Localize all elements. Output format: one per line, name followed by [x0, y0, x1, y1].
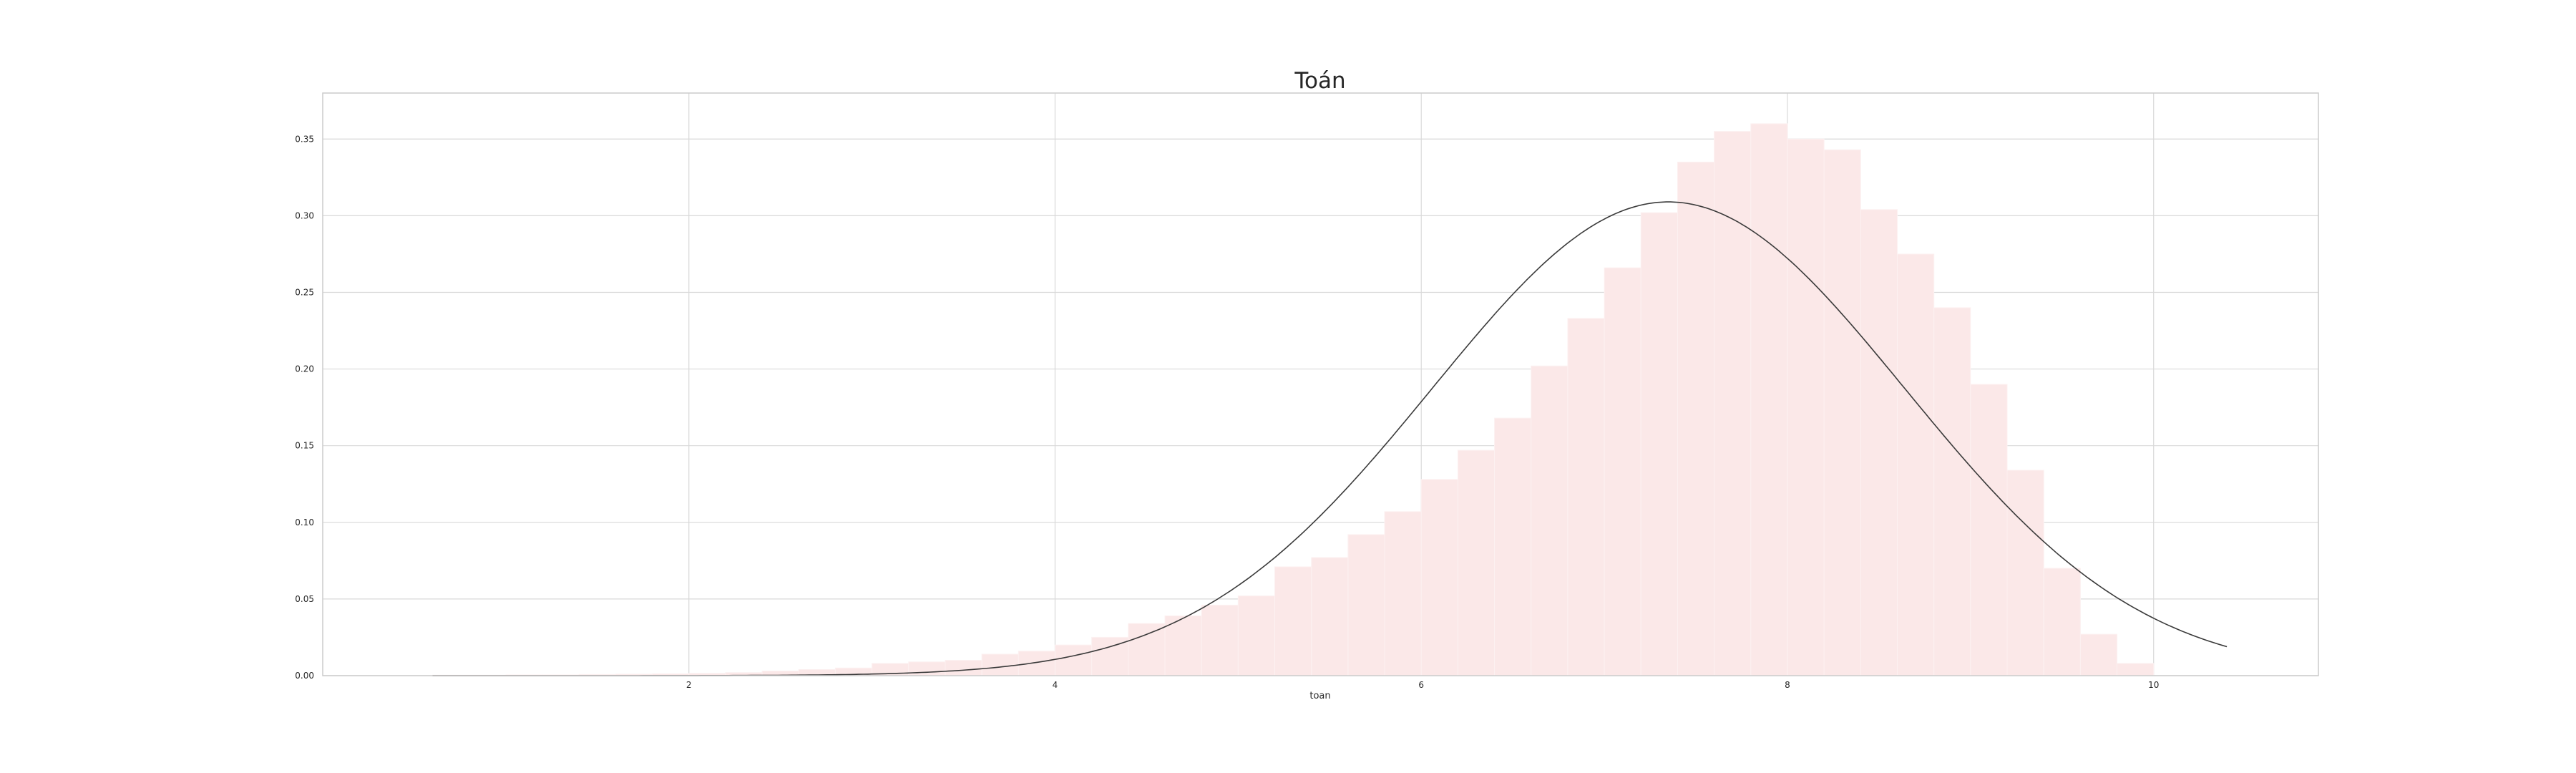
- y-tick-labels: 0.00 0.05 0.10 0.15 0.20 0.25 0.30 0.35: [295, 134, 314, 681]
- chart-title: Toán: [1294, 68, 1345, 94]
- x-tick-labels: 2 4 6 8 10: [686, 680, 2159, 690]
- histogram-bar: [1823, 149, 1861, 676]
- histogram-bar: [1201, 604, 1239, 676]
- y-tick-label: 0.10: [295, 517, 314, 528]
- x-tick-label: 8: [1785, 680, 1790, 690]
- histogram-bar: [1750, 123, 1788, 676]
- y-tick-label: 0.15: [295, 441, 314, 451]
- x-axis-label: toan: [1309, 691, 1330, 701]
- histogram-bar: [1384, 511, 1422, 676]
- histogram-bars: [432, 123, 2155, 676]
- histogram-bar: [1567, 318, 1605, 676]
- histogram-bar: [1054, 644, 1093, 676]
- histogram-bar: [1677, 161, 1715, 676]
- histogram-bar: [1420, 479, 1458, 676]
- histogram-bar: [1896, 253, 1935, 676]
- histogram-bar: [1860, 209, 1898, 676]
- y-tick-label: 0.30: [295, 210, 314, 220]
- histogram-bar: [1640, 212, 1678, 676]
- histogram-bar: [1128, 623, 1166, 676]
- histogram-bar: [1091, 636, 1129, 676]
- histogram-bar: [2117, 663, 2155, 676]
- histogram-bar: [1311, 557, 1349, 676]
- histogram-bar: [1457, 449, 1496, 676]
- histogram-bar: [1933, 307, 1971, 676]
- histogram-bar: [1714, 131, 1752, 676]
- x-tick-label: 6: [1418, 680, 1424, 690]
- histogram-bar: [1531, 365, 1568, 676]
- histogram-bar: [945, 660, 982, 676]
- histogram-bar: [1604, 267, 1641, 676]
- x-tick-label: 4: [1053, 680, 1058, 690]
- histogram-bar: [908, 661, 946, 676]
- histogram-bar: [1787, 138, 1825, 676]
- y-tick-label: 0.35: [295, 134, 314, 144]
- histogram-bar: [1274, 566, 1312, 676]
- histogram-bar: [2006, 470, 2044, 676]
- histogram-bar: [1347, 534, 1385, 676]
- histogram-bar: [1494, 417, 1532, 676]
- histogram-bar: [1164, 615, 1202, 676]
- y-tick-label: 0.20: [295, 364, 314, 374]
- x-tick-label: 10: [2148, 680, 2159, 690]
- histogram-bar: [2079, 633, 2118, 676]
- y-tick-label: 0.00: [295, 671, 314, 681]
- histogram-bar: [1970, 384, 2008, 676]
- y-tick-label: 0.05: [295, 594, 314, 604]
- histogram-bar: [1018, 651, 1055, 676]
- histogram-bar: [2043, 568, 2081, 676]
- histogram-bar: [981, 653, 1019, 676]
- x-tick-label: 2: [686, 680, 692, 690]
- plot-frame: [322, 92, 2319, 676]
- y-tick-label: 0.25: [295, 287, 314, 297]
- histogram-bar: [1237, 595, 1276, 676]
